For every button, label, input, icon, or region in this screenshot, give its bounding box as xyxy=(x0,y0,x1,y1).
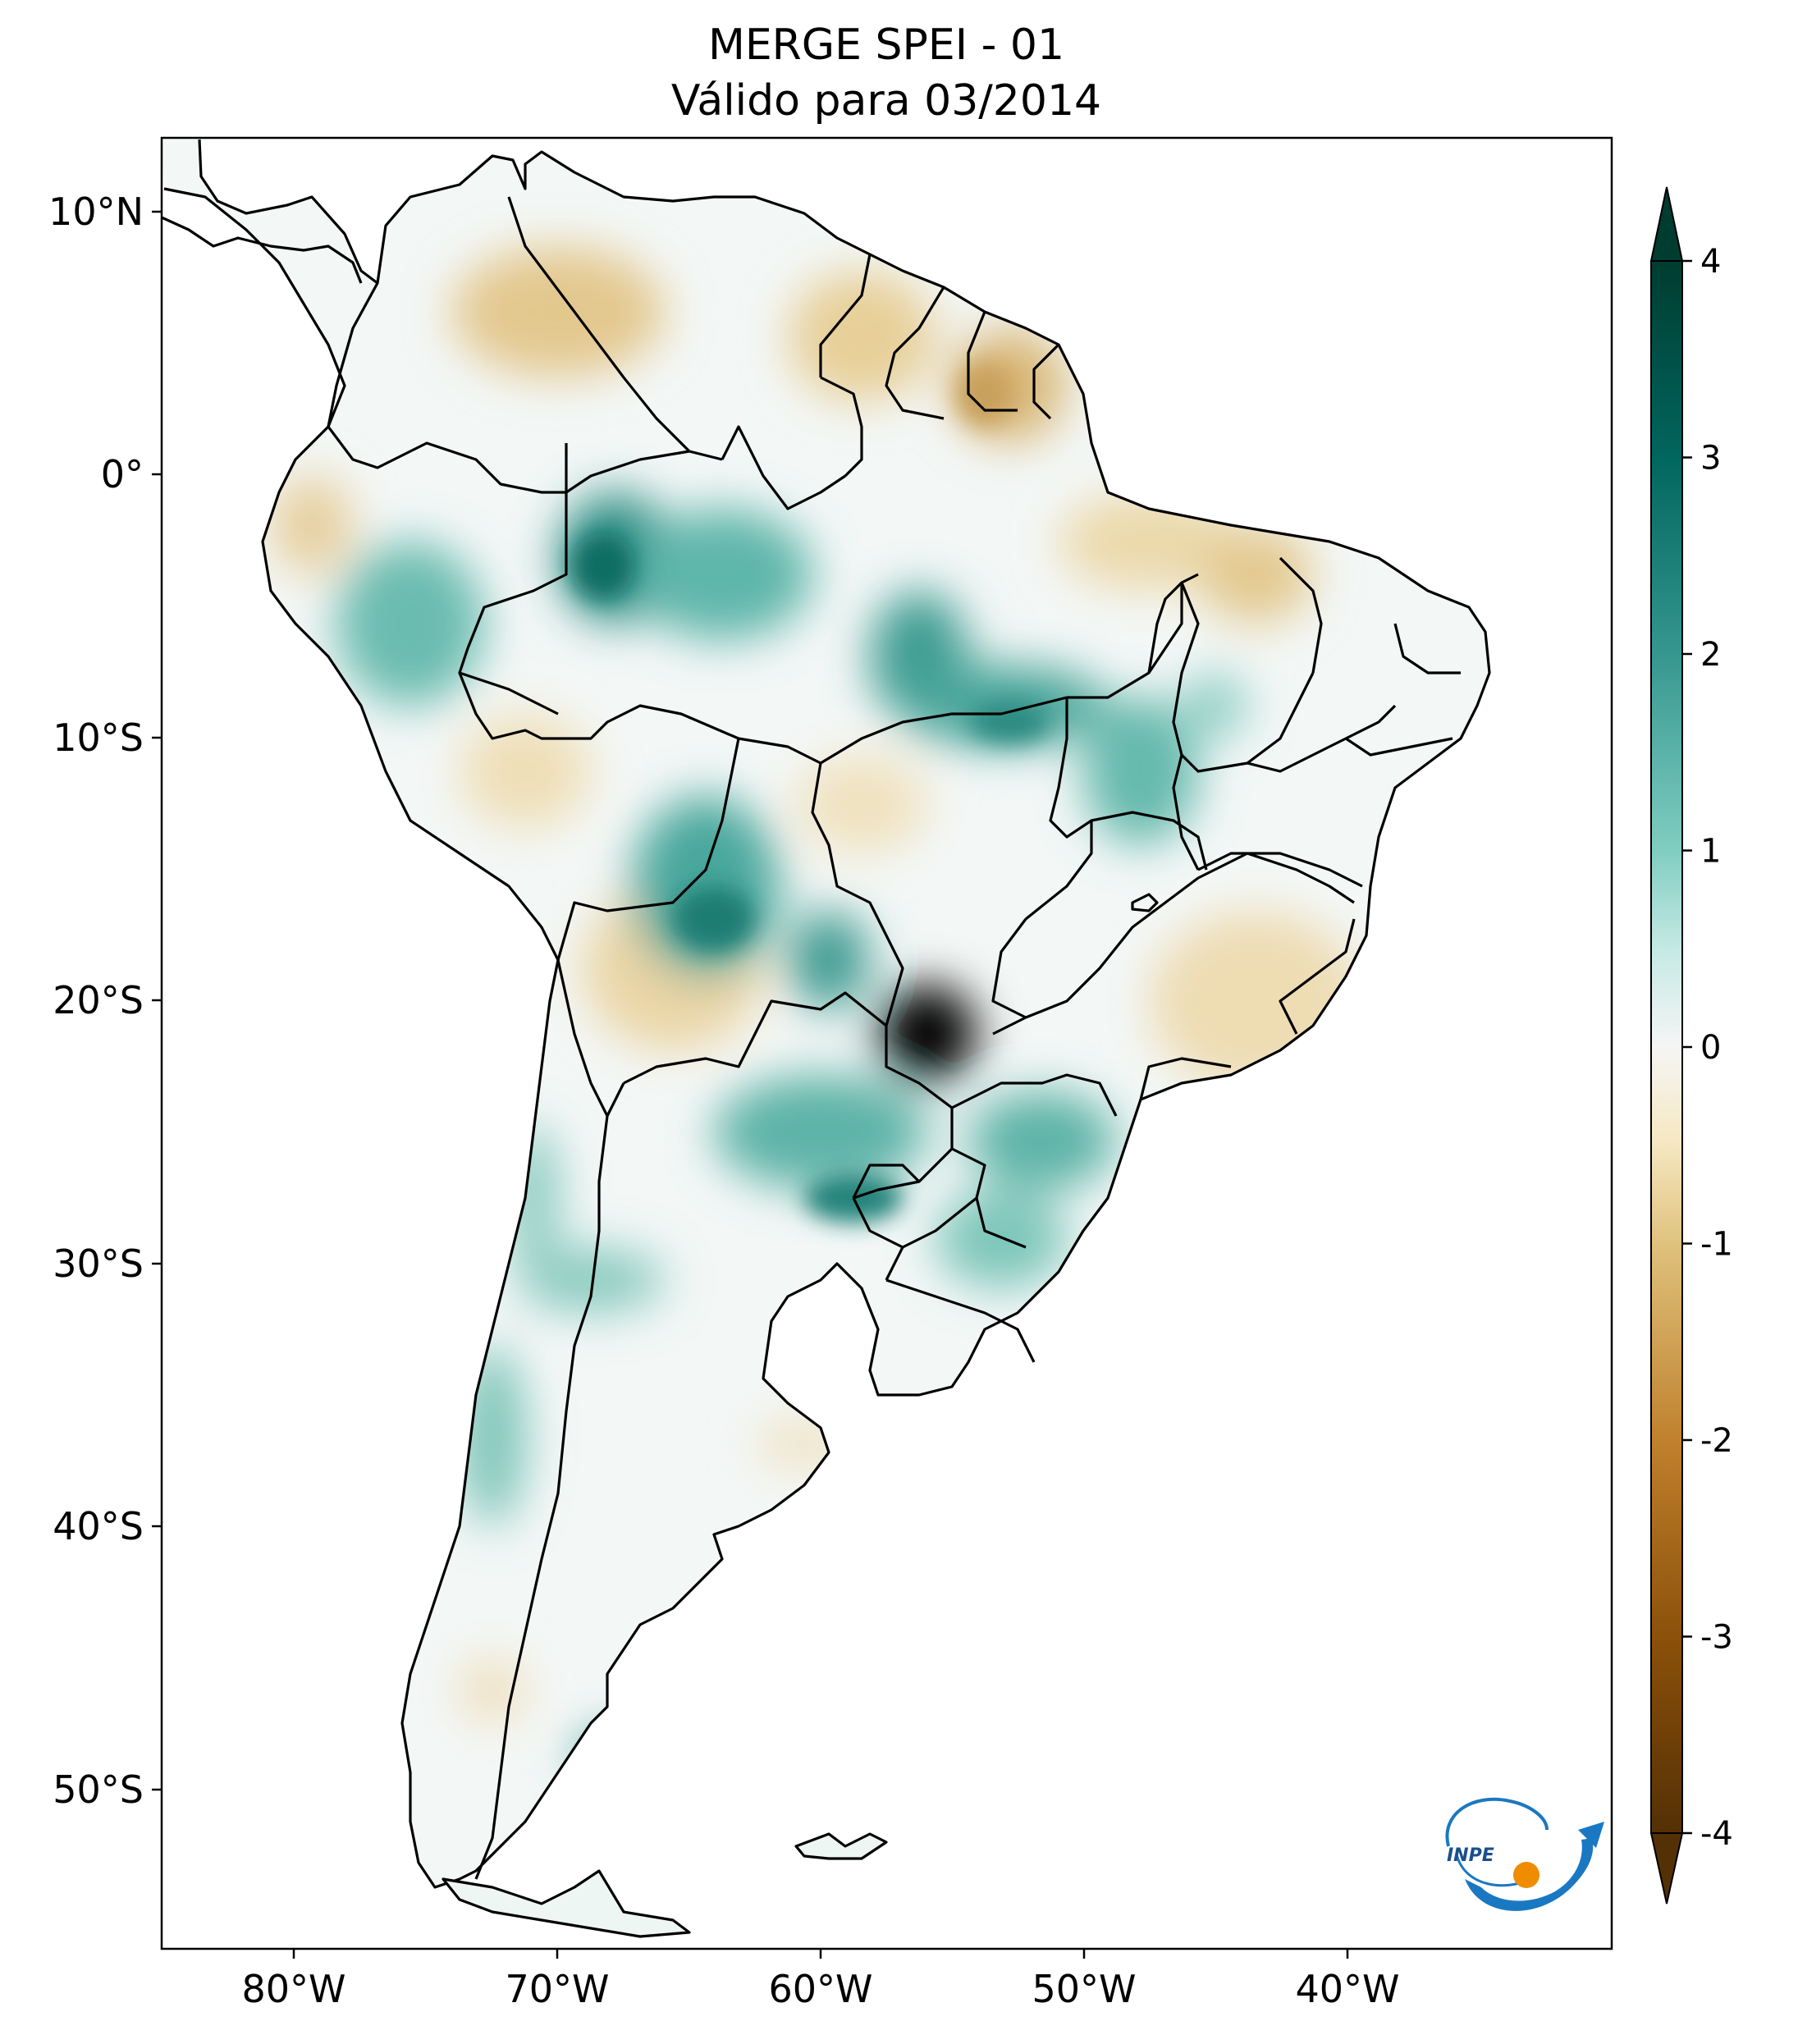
colorbar-tick-label: 2 xyxy=(1700,636,1721,674)
tierra-del-fuego xyxy=(441,1869,691,1938)
inpe-logo-text: INPE xyxy=(1447,1845,1494,1866)
colorbar-gradient xyxy=(1650,260,1683,1834)
coastline xyxy=(163,139,1491,1889)
title-line-1: MERGE SPEI - 01 xyxy=(708,21,1064,70)
lat-tick-label: 20°S xyxy=(53,978,144,1022)
map-frame xyxy=(160,136,1613,1950)
lat-tick-label: 10°S xyxy=(53,716,144,760)
colorbar-tick-label: -2 xyxy=(1700,1422,1733,1460)
lon-tick-label: 50°W xyxy=(1032,1967,1136,2011)
colorbar-extend-bottom xyxy=(1649,1832,1684,1905)
colorbar-extend-top xyxy=(1649,186,1684,262)
colorbar-tick-label: 4 xyxy=(1700,243,1721,281)
colorbar: 4 3 2 1 0 -1 -2 -3 -4 xyxy=(1649,186,1733,1905)
lon-ticks: 80°W 70°W 60°W 50°W 40°W xyxy=(241,1949,1400,2011)
inpe-logo-icon: INPE xyxy=(1445,1797,1604,1911)
colorbar-tick-label: 1 xyxy=(1700,833,1721,871)
country-borders xyxy=(327,196,1461,1880)
lat-tick-label: 0° xyxy=(101,452,144,496)
lat-ticks: 10°N 0° 10°S 20°S 30°S 40°S 50°S xyxy=(48,190,162,1812)
colorbar-tick-label: -1 xyxy=(1700,1226,1733,1264)
lat-tick-label: 30°S xyxy=(53,1241,144,1286)
lon-tick-label: 40°W xyxy=(1295,1967,1399,2011)
colorbar-tick-label: 3 xyxy=(1700,440,1721,478)
central-america xyxy=(162,216,363,284)
lat-tick-label: 10°N xyxy=(48,190,144,234)
colorbar-tick-label: -4 xyxy=(1700,1815,1733,1853)
title-line-2: Válido para 03/2014 xyxy=(671,76,1101,126)
lat-tick-label: 40°S xyxy=(53,1504,144,1548)
lon-tick-label: 70°W xyxy=(505,1967,609,2011)
lat-tick-label: 50°S xyxy=(53,1767,144,1812)
map-area xyxy=(162,138,1612,1949)
lon-tick-label: 80°W xyxy=(241,1967,345,2011)
falkland-islands xyxy=(794,1832,888,1860)
colorbar-tick-label: 0 xyxy=(1700,1029,1721,1067)
lon-tick-label: 60°W xyxy=(768,1967,872,2011)
colorbar-tick-label: -3 xyxy=(1700,1619,1733,1657)
